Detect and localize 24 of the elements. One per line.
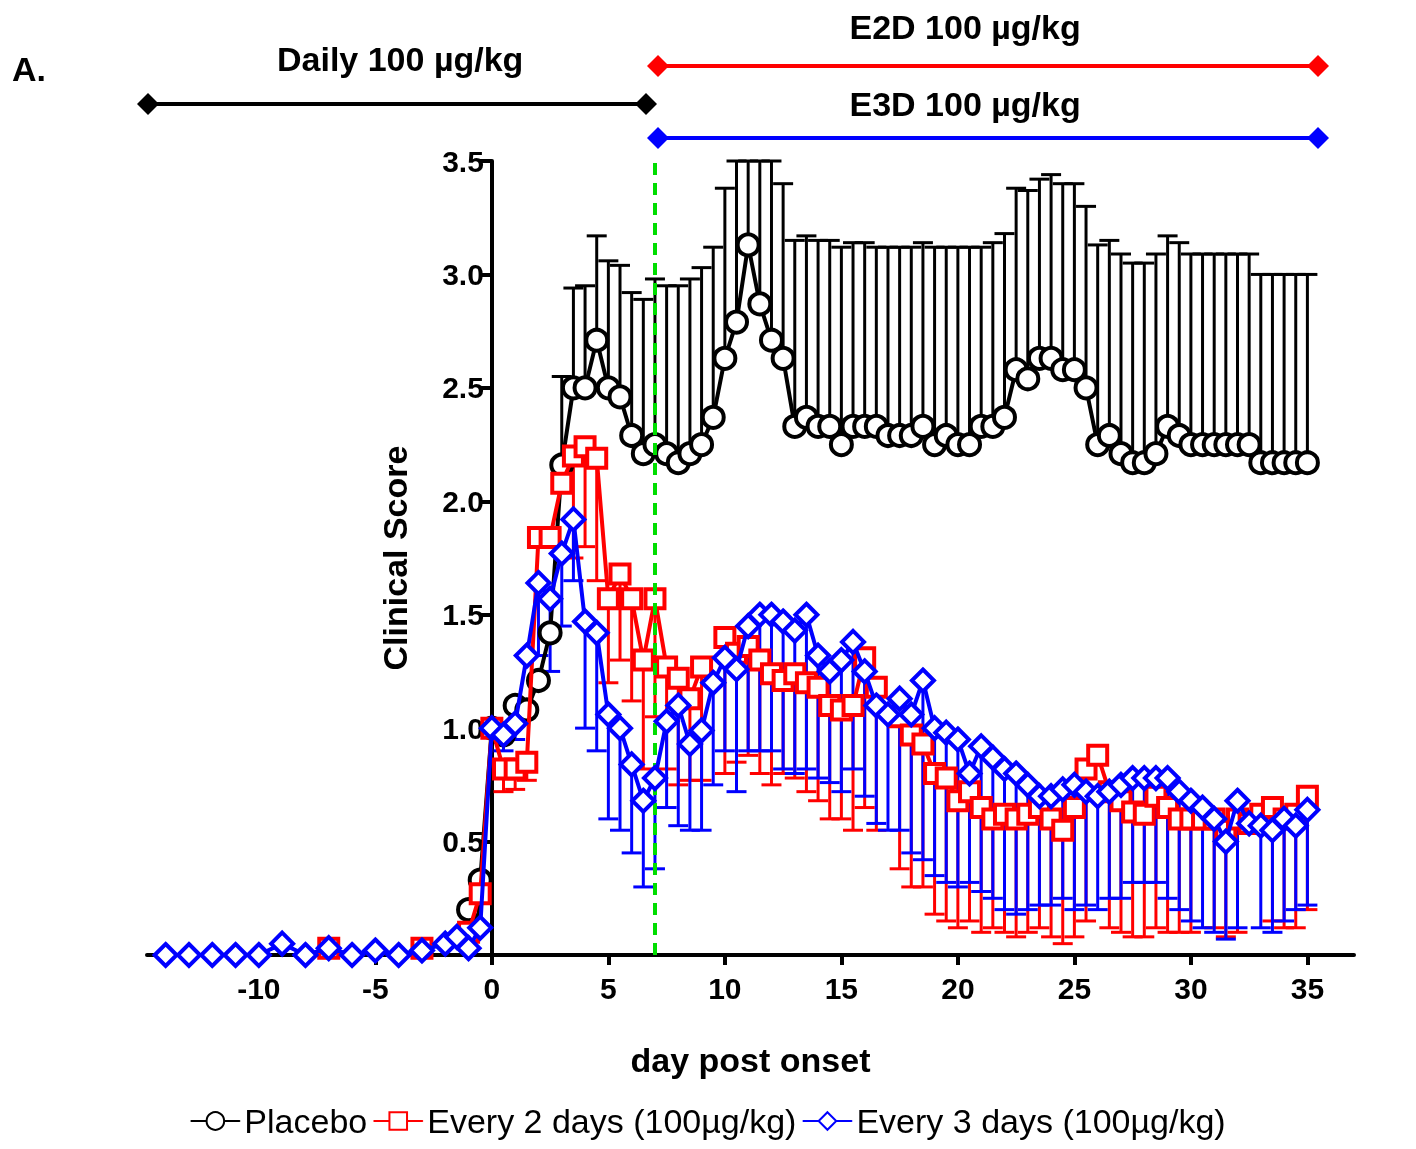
x-tick-label: -5 [362,971,389,1005]
legend-label: Placebo [244,1102,368,1140]
y-tick-label: 3.5 [442,144,484,178]
text: A. [12,50,46,89]
y-axis-title: Clinical Score [375,445,414,671]
legend-label: Every 3 days (100µg/kg) [856,1102,1226,1140]
text: E2D 100 µg/kg [849,8,1081,47]
y-tick-label: 2.5 [442,371,484,405]
y-tick-label: 3.0 [442,257,484,291]
x-tick-label: 20 [941,971,975,1005]
x-tick-label: 30 [1174,971,1208,1005]
x-tick-label: -10 [237,971,281,1005]
x-tick-label: 35 [1290,971,1325,1005]
y-tick-label: 2.0 [442,484,484,518]
x-axis-title: day post onset [630,1041,871,1079]
legend-label: Every 2 days (100µg/kg) [427,1102,797,1140]
text: E3D 100 µg/kg [849,85,1081,124]
y-tick-label: 1.5 [442,598,484,632]
text: Daily 100 µg/kg [277,40,524,79]
x-tick-label: 25 [1057,971,1092,1005]
x-tick-label: 5 [600,971,617,1005]
x-tick-label: 0 [483,971,501,1005]
x-tick-label: 15 [824,971,859,1005]
x-tick-label: 10 [708,971,742,1005]
